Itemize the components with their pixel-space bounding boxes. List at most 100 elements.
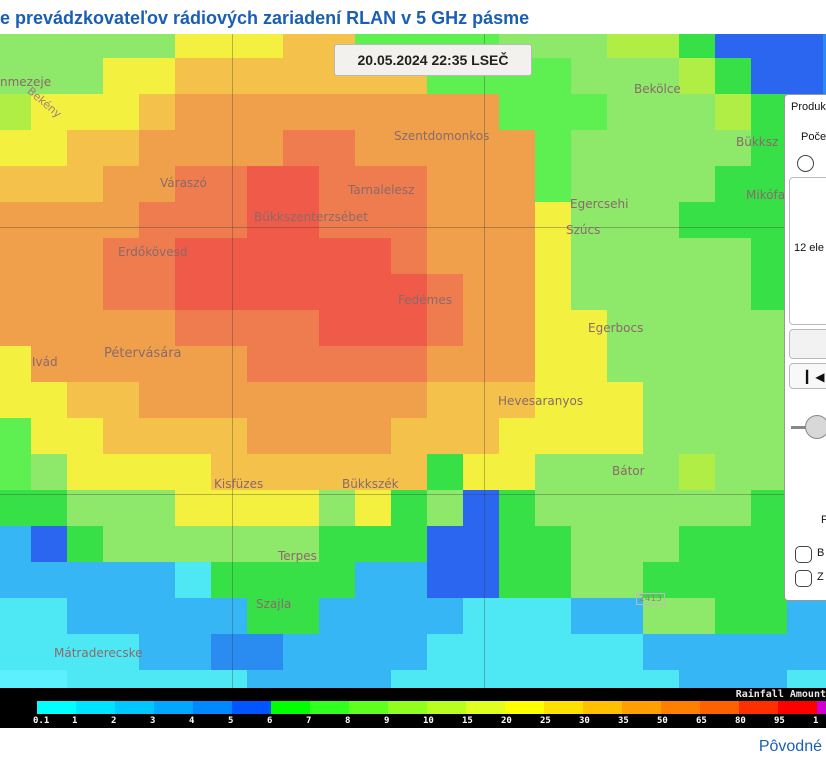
rainfall-cell [139,454,175,490]
rainfall-cell [319,130,355,166]
legend-swatch [700,701,739,714]
rainfall-cell [319,346,355,382]
rainfall-cell [355,526,391,562]
rainfall-cell [31,274,67,310]
rainfall-cell [571,274,607,310]
rainfall-cell [715,94,751,130]
rainfall-cell [391,94,427,130]
rainfall-cell [463,526,499,562]
place-label: Terpes [278,549,317,563]
footer-link[interactable]: Pôvodné [758,738,822,755]
rainfall-cell [427,418,463,454]
legend-swatch [154,701,193,714]
rainfall-cell [463,202,499,238]
rainfall-cell [0,634,31,670]
rainfall-cell [571,562,607,598]
rainfall-cell [679,418,715,454]
rainfall-cell [247,670,283,688]
rainfall-cell [499,562,535,598]
rainfall-cell [175,58,211,94]
rainfall-cell [247,562,283,598]
legend-swatch [778,701,817,714]
rainfall-cell [391,634,427,670]
legend-label: 1 [72,716,78,726]
rainfall-cell [139,166,175,202]
rainfall-cell [283,418,319,454]
rainfall-cell [319,454,355,490]
rainfall-cell [103,346,139,382]
option1-checkbox[interactable] [795,546,812,563]
element-list[interactable]: 12 ele [789,177,826,325]
skip-to-start-button[interactable]: ▎◀ [789,363,826,389]
option2-checkbox[interactable] [795,570,812,587]
rainfall-cell [211,490,247,526]
rainfall-cell [391,382,427,418]
rainfall-cell [571,34,607,58]
rainfall-cell [463,454,499,490]
rainfall-cell [751,526,787,562]
rainfall-cell [139,202,175,238]
place-label: Egerbocs [588,321,644,335]
rainfall-cell [643,94,679,130]
rainfall-cell [679,454,715,490]
rainfall-cell [103,202,139,238]
rainfall-cell [391,454,427,490]
rainfall-cell [139,490,175,526]
rainfall-cell [499,346,535,382]
rainfall-cell [463,274,499,310]
rainfall-cell [0,670,31,688]
rainfall-cell [319,634,355,670]
rainfall-cell [139,94,175,130]
rainfall-cell [67,34,103,58]
rainfall-cell [211,130,247,166]
rainfall-cell [751,58,787,94]
rainfall-cell [319,202,355,238]
rainfall-cell [103,454,139,490]
rainfall-cell [103,598,139,634]
rainfall-cell [31,670,67,688]
rainfall-cell [607,526,643,562]
rainfall-cell [787,58,823,94]
rainfall-cell [715,382,751,418]
rainfall-cell [103,274,139,310]
place-label: Tarnalelesz [348,183,415,197]
rainfall-cell [211,58,247,94]
rainfall-cell [427,274,463,310]
legend-label: 1 [813,716,819,726]
legend-labels: 0.1 1 2 3 4 5 6 7 8 9 10 15 20 25 30 35 50 65 80 95 1 [0,716,826,728]
rainfall-cell [643,346,679,382]
rainfall-cell [535,130,571,166]
radar-map[interactable]: nmezeje Bekény Szentdomonkos Bekölce Bük… [0,34,826,688]
rainfall-cell [643,490,679,526]
time-slider-handle[interactable] [805,415,826,439]
rainfall-cell [319,418,355,454]
rainfall-cell [715,274,751,310]
rainfall-cell [319,166,355,202]
rainfall-cell [463,418,499,454]
rainfall-cell [0,598,31,634]
rainfall-cell [391,598,427,634]
rainfall-cell [679,346,715,382]
control-panel: Produk Poče 12 ele ▎◀ Pr B Z [784,94,826,601]
legend-label: 8 [345,716,351,726]
rainfall-cell [247,454,283,490]
legend-swatch [115,701,154,714]
rainfall-cell [499,526,535,562]
rainfall-cell [463,310,499,346]
legend-label: 5 [228,716,234,726]
rainfall-cell [391,526,427,562]
panel-button[interactable] [789,329,826,359]
rainfall-cell [319,94,355,130]
rainfall-cell [31,634,67,670]
rainfall-cell [607,58,643,94]
count-checkbox[interactable] [797,155,814,172]
place-label: Mikófa [746,188,786,202]
rainfall-cell [67,670,103,688]
rainfall-cell [715,526,751,562]
rainfall-cell [427,130,463,166]
rainfall-cell [751,454,787,490]
rainfall-cell [283,130,319,166]
rainfall-cell [787,34,823,58]
rainfall-cell [715,490,751,526]
rainfall-cell [643,202,679,238]
